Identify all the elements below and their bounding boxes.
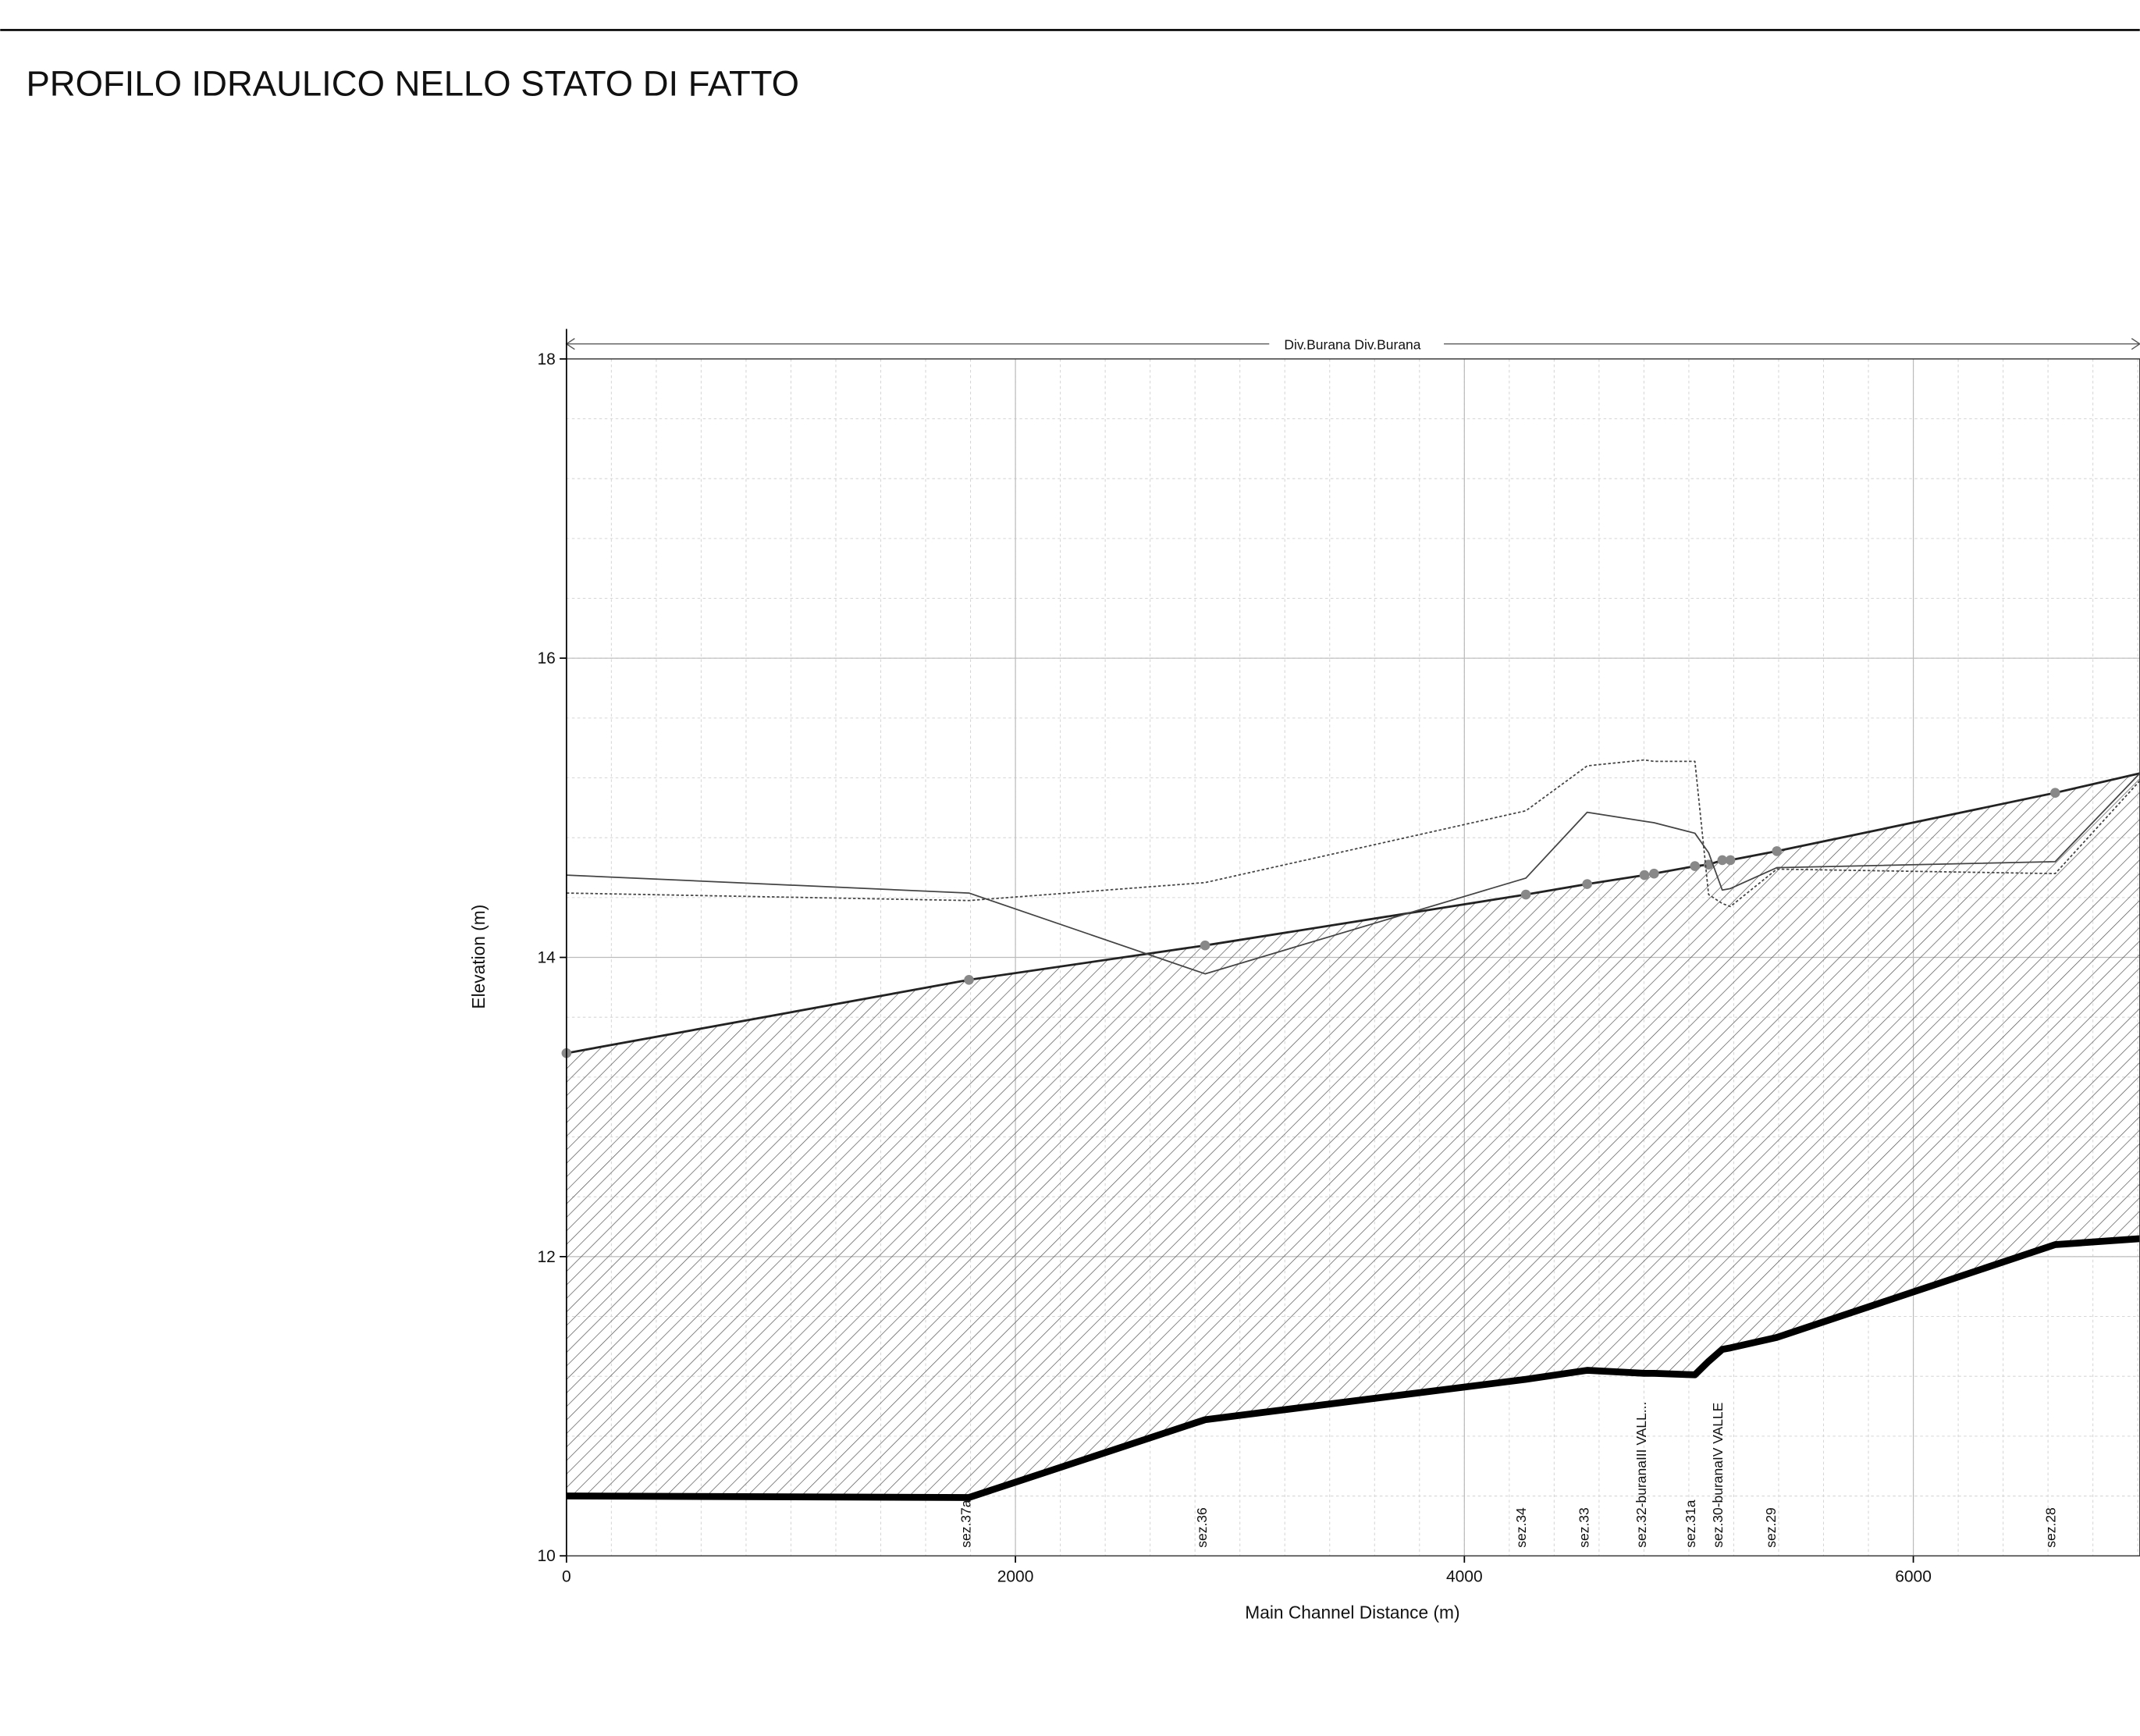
point: [1200, 940, 1210, 951]
x-axis-label: Main Channel Distance (m): [1245, 1603, 1459, 1623]
x-tick-label: 6000: [1895, 1567, 1932, 1585]
series-line: [566, 1235, 2140, 1501]
point: [2050, 788, 2060, 798]
point: [1725, 855, 1736, 866]
x-tick-label: 2000: [997, 1567, 1034, 1585]
x-tick-label: 0: [562, 1567, 571, 1585]
y-tick-label: 10: [538, 1547, 556, 1565]
series-line: [566, 759, 2140, 908]
reach-label: Div.Burana Div.Burana: [1284, 337, 1420, 353]
y-tick-label: 14: [538, 949, 556, 967]
section-label: sez.31a: [1683, 1499, 1698, 1547]
section-label: sez.32-buranaIII VALL...: [1633, 1402, 1649, 1548]
section-label: sez.36: [1194, 1507, 1210, 1547]
section-label: sez.37a: [958, 1499, 973, 1547]
point: [1520, 889, 1531, 900]
point: [1772, 846, 1782, 856]
point: [1690, 861, 1700, 871]
section-label: sez.34: [1513, 1507, 1529, 1548]
y-axis-label: Elevation (m): [468, 905, 489, 1009]
series-line: [566, 772, 2140, 1055]
y-tick-label: 16: [538, 649, 556, 667]
point: [1649, 868, 1659, 879]
section-label: sez.30-buranaIV VALLE: [1710, 1403, 1726, 1548]
point: [1582, 879, 1592, 889]
series-line: [566, 773, 2140, 975]
section-label: sez.29: [1763, 1507, 1779, 1547]
point: [1639, 870, 1650, 880]
y-tick-label: 18: [538, 350, 556, 368]
point: [964, 974, 974, 985]
chart-title: PROFILO IDRAULICO NELLO STATO DI FATTO: [26, 63, 799, 103]
y-tick-label: 12: [538, 1248, 556, 1266]
section-label: sez.28: [2042, 1507, 2058, 1547]
point: [1717, 855, 1728, 866]
section-label: sez.33: [1576, 1507, 1591, 1547]
hatch-area: [566, 773, 2140, 1498]
x-tick-label: 4000: [1446, 1567, 1483, 1585]
